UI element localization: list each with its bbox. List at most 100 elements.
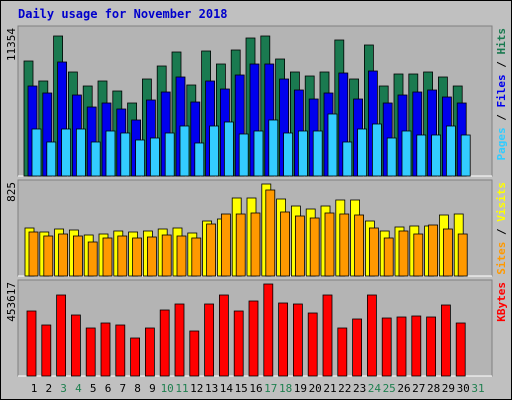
x-tick-day-31: 31	[471, 382, 484, 395]
bar-sites-day-23	[354, 214, 365, 277]
bar-kbytes-day-28	[426, 316, 437, 377]
bar-pages-day-22	[342, 141, 353, 177]
bar-sites-day-8	[132, 237, 143, 277]
bar-kbytes-day-16	[248, 300, 259, 377]
bar-pages-day-10	[164, 132, 175, 177]
bar-sites-day-30	[457, 233, 468, 277]
bar-kbytes-day-29	[440, 304, 451, 377]
x-tick-day-5: 5	[90, 382, 97, 395]
bar-pages-day-4	[76, 128, 86, 177]
x-tick-day-25: 25	[383, 382, 396, 395]
bar-pages-day-6	[105, 130, 116, 177]
x-tick-day-1: 1	[31, 382, 38, 395]
bar-sites-day-12	[191, 237, 202, 277]
panel-max-label: 11354	[5, 28, 18, 61]
bar-kbytes-day-8	[130, 337, 141, 377]
x-tick-day-22: 22	[338, 382, 351, 395]
x-tick-day-19: 19	[294, 382, 307, 395]
legend-kbytes: KBytes	[495, 282, 508, 322]
bar-pages-day-15	[238, 133, 249, 177]
bar-kbytes-day-30	[455, 322, 466, 377]
bar-sites-day-9	[146, 236, 157, 277]
bar-sites-day-10	[161, 234, 172, 277]
x-tick-day-9: 9	[149, 382, 156, 395]
bar-sites-day-25	[383, 237, 394, 277]
bar-kbytes-day-12	[189, 330, 200, 377]
bar-pages-day-17	[268, 119, 279, 177]
bar-kbytes-day-17	[263, 283, 274, 377]
chart-panels: 11354 Pages / Files / Hits 825 Sites / Visi…	[5, 25, 508, 377]
bar-kbytes-day-20	[307, 312, 318, 377]
x-tick-day-26: 26	[397, 382, 410, 395]
bar-sites-day-27	[413, 233, 424, 277]
bar-kbytes-day-26	[396, 316, 407, 377]
bar-sites-day-24	[368, 227, 379, 277]
bar-sites-day-26	[398, 230, 409, 277]
bar-sites-day-20	[309, 217, 320, 277]
legend-separator: /	[495, 222, 508, 242]
bar-pages-day-18	[283, 132, 294, 177]
legend-separator: /	[495, 108, 508, 128]
x-tick-day-11: 11	[175, 382, 188, 395]
x-tick-day-12: 12	[190, 382, 203, 395]
bar-pages-day-13	[209, 125, 220, 177]
bar-pages-day-5	[90, 141, 101, 177]
x-tick-day-13: 13	[205, 382, 218, 395]
panel-3: 453617 KBytes	[5, 279, 508, 377]
x-tick-day-14: 14	[220, 382, 234, 395]
bar-sites-day-18	[280, 211, 291, 277]
x-tick-day-29: 29	[442, 382, 455, 395]
bar-pages-day-23	[357, 128, 368, 177]
x-tick-day-2: 2	[45, 382, 52, 395]
bar-pages-day-16	[253, 130, 264, 177]
x-tick-day-3: 3	[60, 382, 67, 395]
panel-max-label: 825	[5, 182, 18, 202]
bar-sites-day-7	[117, 235, 128, 277]
bar-sites-day-15	[235, 213, 246, 277]
x-tick-day-16: 16	[249, 382, 262, 395]
x-tick-day-8: 8	[134, 382, 141, 395]
legend-files: Files	[495, 74, 508, 107]
bar-kbytes-day-18	[278, 302, 289, 377]
x-tick-day-6: 6	[105, 382, 112, 395]
bar-kbytes-day-1	[26, 310, 37, 377]
bar-sites-day-29	[442, 228, 453, 277]
bar-sites-day-21	[324, 212, 335, 277]
bar-sites-day-5	[87, 241, 98, 277]
bar-pages-day-25	[386, 137, 397, 177]
bar-sites-day-14	[220, 213, 231, 277]
legend-hits: Hits	[495, 28, 508, 55]
bar-pages-day-7	[120, 132, 131, 177]
bar-sites-day-19	[294, 215, 305, 277]
bar-pages-day-28	[431, 134, 442, 177]
legend-pages: Pages	[495, 127, 508, 160]
bar-kbytes-day-22	[337, 327, 348, 377]
bar-pages-day-11	[179, 125, 190, 177]
x-tick-day-17: 17	[264, 382, 277, 395]
legend-separator: /	[495, 55, 508, 75]
panel-legend: Sites / Visits	[495, 182, 508, 275]
bar-pages-day-21	[327, 113, 338, 177]
x-tick-day-28: 28	[427, 382, 440, 395]
x-tick-day-7: 7	[119, 382, 126, 395]
x-tick-day-30: 30	[457, 382, 470, 395]
bar-kbytes-day-15	[233, 310, 244, 377]
panel-2: 825 Sites / Visits	[5, 179, 508, 277]
bar-pages-day-1	[31, 128, 42, 177]
bar-kbytes-day-13	[204, 303, 215, 377]
bar-pages-day-8	[135, 139, 146, 177]
bar-sites-day-2	[43, 235, 54, 277]
bar-pages-day-29	[445, 125, 456, 177]
bar-sites-day-11	[176, 235, 187, 277]
bar-pages-day-3	[61, 128, 71, 177]
x-tick-day-27: 27	[412, 382, 425, 395]
panel-legend: Pages / Files / Hits	[495, 28, 508, 161]
bar-sites-day-22	[339, 213, 350, 277]
x-tick-day-21: 21	[323, 382, 336, 395]
bar-sites-day-28	[428, 224, 439, 277]
x-tick-day-15: 15	[235, 382, 248, 395]
x-tick-day-4: 4	[75, 382, 82, 395]
bar-kbytes-day-19	[292, 303, 303, 377]
